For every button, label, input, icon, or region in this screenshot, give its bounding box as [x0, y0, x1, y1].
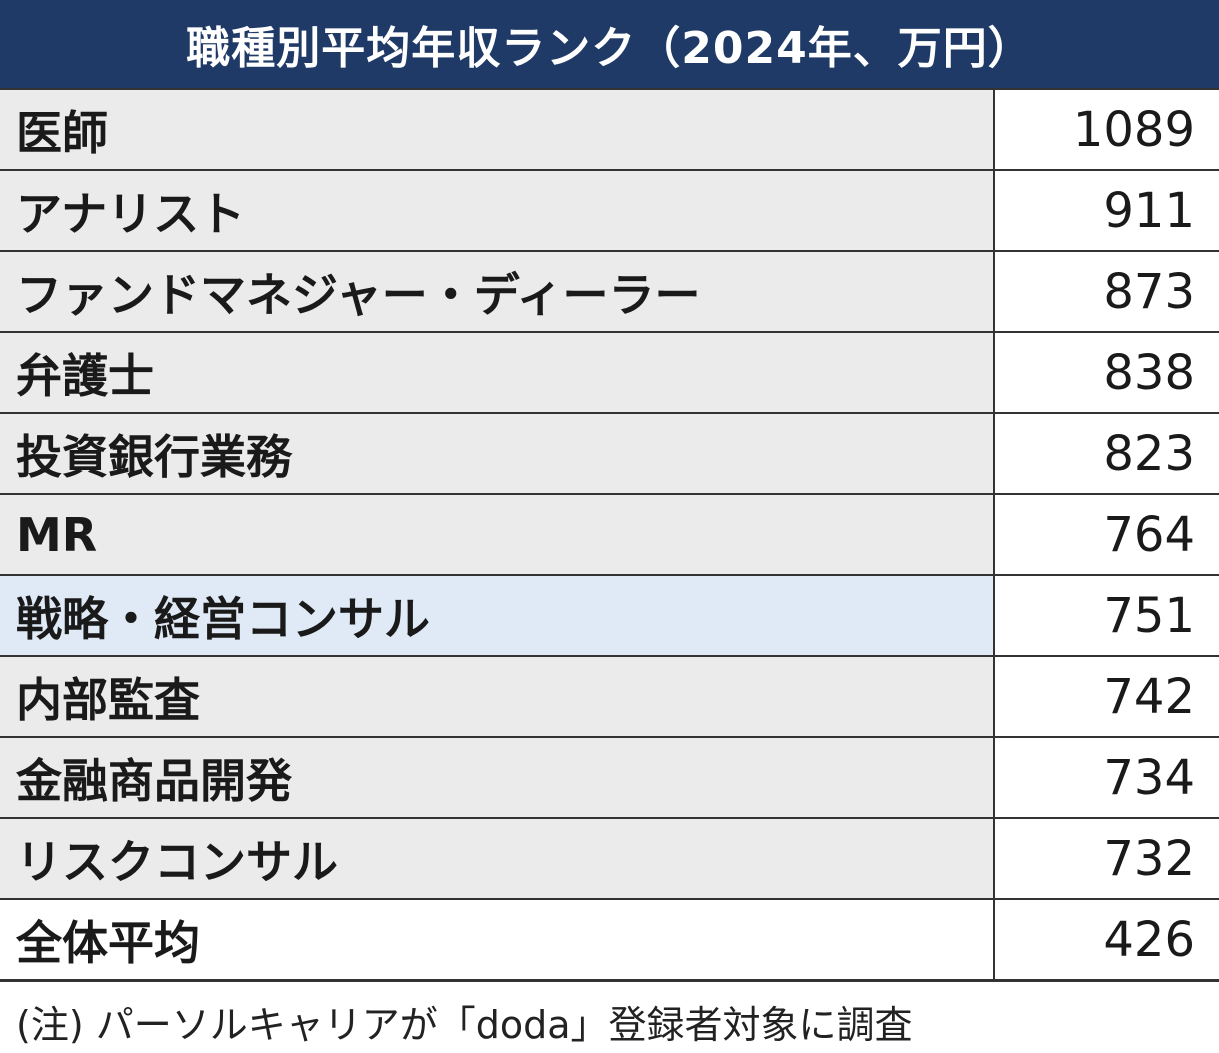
table-row: 投資銀行業務 823 — [0, 414, 1219, 495]
table-row: アナリスト 911 — [0, 171, 1219, 252]
row-value: 838 — [995, 333, 1219, 412]
table-row: 弁護士 838 — [0, 333, 1219, 414]
table-row: 金融商品開発 734 — [0, 738, 1219, 819]
row-value: 823 — [995, 414, 1219, 493]
row-value: 764 — [995, 495, 1219, 574]
row-label: MR — [0, 495, 995, 574]
table-row: 戦略・経営コンサル 751 — [0, 576, 1219, 657]
table-row: ファンドマネジャー・ディーラー 873 — [0, 252, 1219, 333]
table-row: リスクコンサル 732 — [0, 819, 1219, 900]
row-label: リスクコンサル — [0, 819, 995, 898]
row-label: 内部監査 — [0, 657, 995, 736]
row-value: 873 — [995, 252, 1219, 331]
row-value: 742 — [995, 657, 1219, 736]
row-label: ファンドマネジャー・ディーラー — [0, 252, 995, 331]
row-label: 弁護士 — [0, 333, 995, 412]
table-row: MR 764 — [0, 495, 1219, 576]
footnote: (注) パーソルキャリアが「doda」登録者対象に調査 — [16, 1003, 913, 1047]
row-label: 戦略・経営コンサル — [0, 576, 995, 655]
table-row: 全体平均 426 — [0, 900, 1219, 982]
row-value: 426 — [995, 900, 1219, 979]
row-value: 732 — [995, 819, 1219, 898]
row-label: 医師 — [0, 90, 995, 169]
row-value: 911 — [995, 171, 1219, 250]
row-value: 751 — [995, 576, 1219, 655]
row-value: 734 — [995, 738, 1219, 817]
row-label: アナリスト — [0, 171, 995, 250]
row-label: 全体平均 — [0, 900, 995, 979]
row-label: 投資銀行業務 — [0, 414, 995, 493]
row-label: 金融商品開発 — [0, 738, 995, 817]
row-value: 1089 — [995, 90, 1219, 169]
table-row: 医師 1089 — [0, 90, 1219, 171]
table-title: 職種別平均年収ランク（2024年、万円） — [0, 0, 1219, 88]
table-row: 内部監査 742 — [0, 657, 1219, 738]
salary-ranking-table: 医師 1089 アナリスト 911 ファンドマネジャー・ディーラー 873 弁護士 838 投資… — [0, 88, 1219, 982]
